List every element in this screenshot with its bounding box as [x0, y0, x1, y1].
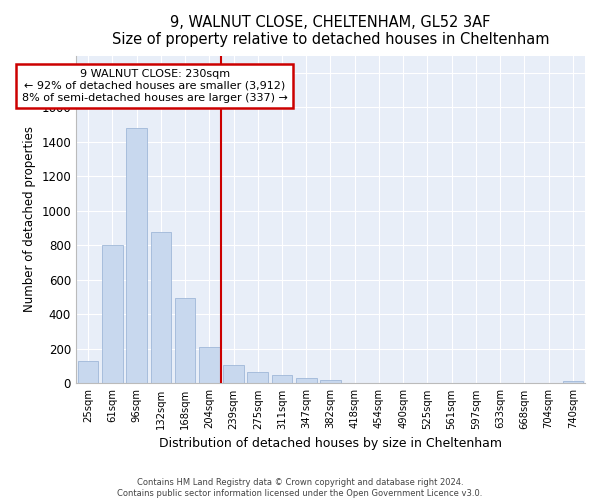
X-axis label: Distribution of detached houses by size in Cheltenham: Distribution of detached houses by size … — [159, 437, 502, 450]
Bar — [199, 347, 220, 384]
Text: 9 WALNUT CLOSE: 230sqm
← 92% of detached houses are smaller (3,912)
8% of semi-d: 9 WALNUT CLOSE: 230sqm ← 92% of detached… — [22, 70, 287, 102]
Bar — [151, 232, 171, 384]
Y-axis label: Number of detached properties: Number of detached properties — [23, 126, 36, 312]
Text: Contains HM Land Registry data © Crown copyright and database right 2024.
Contai: Contains HM Land Registry data © Crown c… — [118, 478, 482, 498]
Bar — [296, 378, 317, 384]
Bar — [247, 372, 268, 384]
Bar — [78, 361, 98, 384]
Bar — [563, 381, 583, 384]
Bar — [320, 380, 341, 384]
Bar — [126, 128, 147, 384]
Title: 9, WALNUT CLOSE, CHELTENHAM, GL52 3AF
Size of property relative to detached hous: 9, WALNUT CLOSE, CHELTENHAM, GL52 3AF Si… — [112, 15, 549, 48]
Bar — [223, 366, 244, 384]
Bar — [175, 298, 196, 384]
Bar — [272, 375, 292, 384]
Bar — [102, 246, 122, 384]
